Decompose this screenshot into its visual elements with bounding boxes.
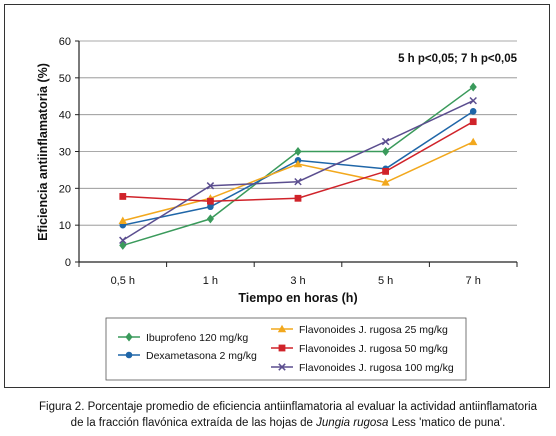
data-point (119, 240, 127, 250)
y-tick-label: 30 (59, 147, 71, 159)
marker-stroke (469, 96, 477, 105)
legend-label: Flavonoides J. rugosa 25 mg/kg (299, 324, 448, 336)
data-point (207, 203, 214, 211)
marker-stroke (206, 182, 215, 190)
marker-stroke (381, 137, 390, 146)
figure-caption: Figura 2. Porcentaje promedio de eficien… (28, 399, 548, 431)
figure-frame (4, 4, 550, 388)
data-point (469, 137, 478, 146)
x-tick-label: 0,5 h (111, 275, 135, 287)
data-point (381, 178, 390, 186)
x-tick-label: 5 h (378, 275, 393, 287)
legend-item: Flavonoides J. rugosa 100 mg/kg (271, 362, 454, 374)
data-point (294, 147, 302, 156)
y-tick-label: 50 (59, 73, 71, 85)
data-point (294, 177, 302, 186)
series-5 (119, 96, 477, 244)
legend-label: Flavonoides J. rugosa 50 mg/kg (299, 343, 448, 355)
legend-marker (278, 363, 286, 371)
caption-species-name: Jungia rugosa (316, 417, 389, 429)
legend-item: Dexametasona 2 mg/kg (118, 350, 257, 362)
legend-marker (125, 332, 133, 342)
caption-line-2-start: de la fracción flavónica extraída de las… (70, 417, 317, 429)
legend-label: Dexametasona 2 mg/kg (146, 350, 257, 362)
y-tick-label: 60 (59, 36, 71, 48)
legend-marker (277, 324, 287, 333)
data-point (293, 159, 303, 168)
data-point (469, 82, 477, 92)
x-tick-label: 3 h (290, 275, 305, 287)
series-1 (119, 82, 477, 250)
marker-stroke (278, 363, 286, 371)
x-axis-title: Tiempo en horas (h) (238, 291, 357, 305)
series-4 (119, 118, 477, 205)
data-point (469, 118, 477, 126)
series-3 (118, 137, 478, 224)
legend-label: Flavonoides J. rugosa 100 mg/kg (299, 362, 454, 374)
legend-marker (125, 351, 133, 359)
data-point (119, 236, 127, 244)
caption-line-2-end: Less 'matico de puna'. (388, 417, 506, 429)
marker-stroke (294, 177, 302, 186)
y-tick-label: 0 (65, 257, 71, 269)
data-point (381, 137, 390, 146)
x-tick-label: 1 h (203, 275, 218, 287)
legend-marker (278, 344, 286, 352)
y-axis-title: Eficiencia antiinflamatoria (%) (36, 63, 50, 241)
data-point (382, 147, 390, 156)
legend-item: Flavonoides J. rugosa 50 mg/kg (271, 343, 448, 355)
data-point (469, 96, 477, 105)
legend-label: Ibuprofeno 120 mg/kg (146, 332, 248, 344)
legend-item: Flavonoides J. rugosa 25 mg/kg (271, 324, 448, 336)
data-point (382, 167, 389, 175)
data-point (207, 197, 214, 205)
data-point (118, 216, 127, 224)
y-tick-label: 10 (59, 220, 71, 232)
series-line (122, 99, 474, 241)
caption-line-1: Figura 2. Porcentaje promedio de eficien… (39, 401, 537, 413)
data-point (119, 193, 127, 200)
data-point (206, 214, 214, 224)
series-layer (118, 82, 478, 250)
legend: Ibuprofeno 120 mg/kg Dexametasona 2 mg/kg… (105, 317, 467, 381)
legend-item: Ibuprofeno 120 mg/kg (118, 332, 248, 344)
marker-stroke (119, 236, 127, 244)
data-point (206, 182, 215, 190)
series-2 (119, 108, 477, 229)
axes: 0 10 20 30 40 50 60 0,5 h 1 h 3 h 5 h 7 h (59, 36, 518, 287)
y-tick-label: 20 (59, 183, 71, 195)
data-point (294, 194, 302, 202)
significance-annotation: 5 h p<0,05; 7 h p<0,05 (398, 53, 517, 65)
x-tick-label: 7 h (466, 275, 481, 287)
data-point (469, 108, 477, 115)
line-chart: 0 10 20 30 40 50 60 0,5 h 1 h 3 h 5 h 7 h 5 h p<0,0… (36, 36, 518, 381)
y-tick-label: 40 (59, 110, 71, 122)
